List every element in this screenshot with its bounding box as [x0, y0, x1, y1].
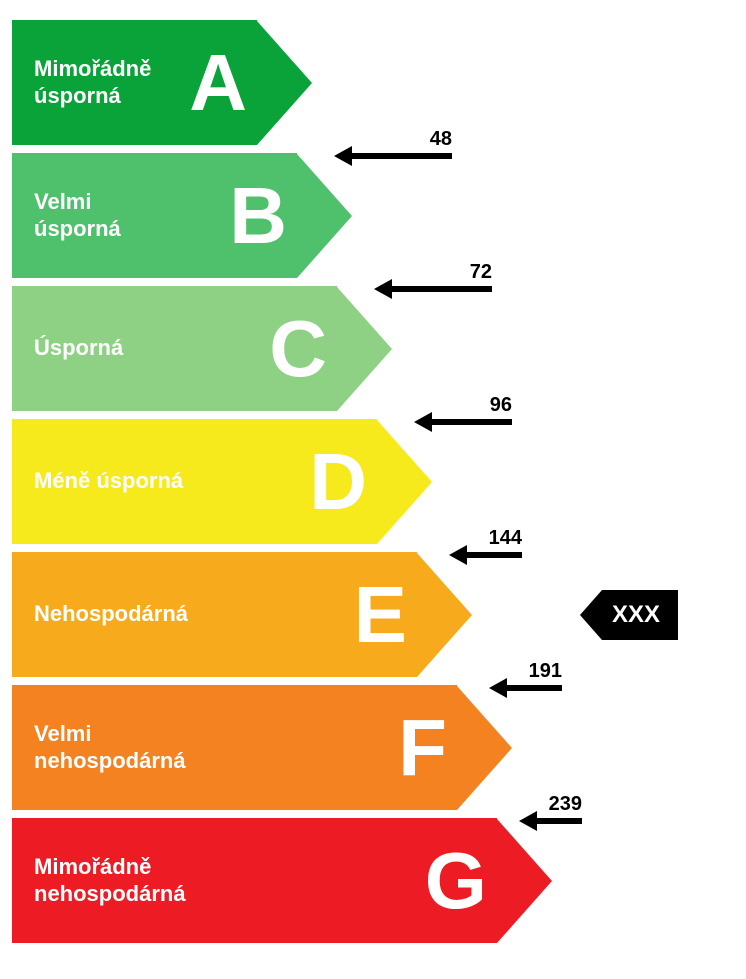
energy-bar-body: Mimořádně úsporná A [12, 20, 257, 145]
energy-bar-arrowhead [377, 420, 432, 544]
energy-bar-g: Mimořádně nehospodárná G [12, 818, 734, 943]
energy-bar-label: Velmi úsporná [34, 189, 121, 242]
energy-bar-body: Velmi nehospodárná F [12, 685, 457, 810]
threshold-value: 48 [430, 128, 452, 151]
energy-bar-arrowhead [457, 686, 512, 810]
rating-marker-text: XXX [612, 601, 660, 629]
energy-bar-label: Mimořádně úsporná [34, 56, 151, 109]
energy-row-a: Mimořádně úspornáA48 [12, 20, 734, 145]
energy-bar-letter: E [354, 575, 407, 655]
energy-bar-letter: G [425, 841, 487, 921]
energy-bar-label: Nehospodárná [34, 601, 188, 627]
energy-bar-label: Méně úsporná [34, 468, 183, 494]
energy-bar-arrowhead [257, 21, 312, 145]
energy-bar-arrowhead [497, 819, 552, 943]
energy-bar-d: Méně úsporná D [12, 419, 734, 544]
threshold-value: 239 [549, 793, 582, 816]
energy-label-chart: Mimořádně úsporná A 48 Velmi úsporná B 72 Úspo… [12, 20, 734, 959]
energy-bar-a: Mimořádně úsporná A [12, 20, 734, 145]
energy-row-b: Velmi úspornáB72 [12, 153, 734, 278]
energy-bar-letter: D [309, 442, 367, 522]
energy-row-c: ÚspornáC96 [12, 286, 734, 411]
energy-row-d: Méně úspornáD144 [12, 419, 734, 544]
energy-bar-body: Méně úsporná D [12, 419, 377, 544]
energy-bar-f: Velmi nehospodárná F [12, 685, 734, 810]
threshold-value: 144 [489, 527, 522, 550]
energy-bar-letter: C [269, 309, 327, 389]
threshold-value: 96 [490, 394, 512, 417]
energy-bar-body: Nehospodárná E [12, 552, 417, 677]
energy-bar-letter: F [398, 708, 447, 788]
energy-bar-letter: A [189, 43, 247, 123]
energy-bar-label: Velmi nehospodárná [34, 721, 186, 774]
energy-bar-body: Mimořádně nehospodárná G [12, 818, 497, 943]
energy-bar-label: Úsporná [34, 335, 123, 361]
energy-bar-body: Úsporná C [12, 286, 337, 411]
energy-row-e: NehospodárnáE191XXX [12, 552, 734, 677]
energy-bar-body: Velmi úsporná B [12, 153, 297, 278]
energy-bar-label: Mimořádně nehospodárná [34, 854, 186, 907]
energy-bar-arrowhead [337, 287, 392, 411]
energy-bar-letter: B [229, 176, 287, 256]
energy-row-g: Mimořádně nehospodárná G [12, 818, 734, 943]
energy-bar-c: Úsporná C [12, 286, 734, 411]
threshold-value: 72 [470, 261, 492, 284]
energy-bar-arrowhead [417, 553, 472, 677]
rating-marker: XXX [602, 590, 678, 640]
threshold-value: 191 [529, 660, 562, 683]
energy-bar-b: Velmi úsporná B [12, 153, 734, 278]
energy-bar-arrowhead [297, 154, 352, 278]
energy-row-f: Velmi nehospodárnáF239 [12, 685, 734, 810]
